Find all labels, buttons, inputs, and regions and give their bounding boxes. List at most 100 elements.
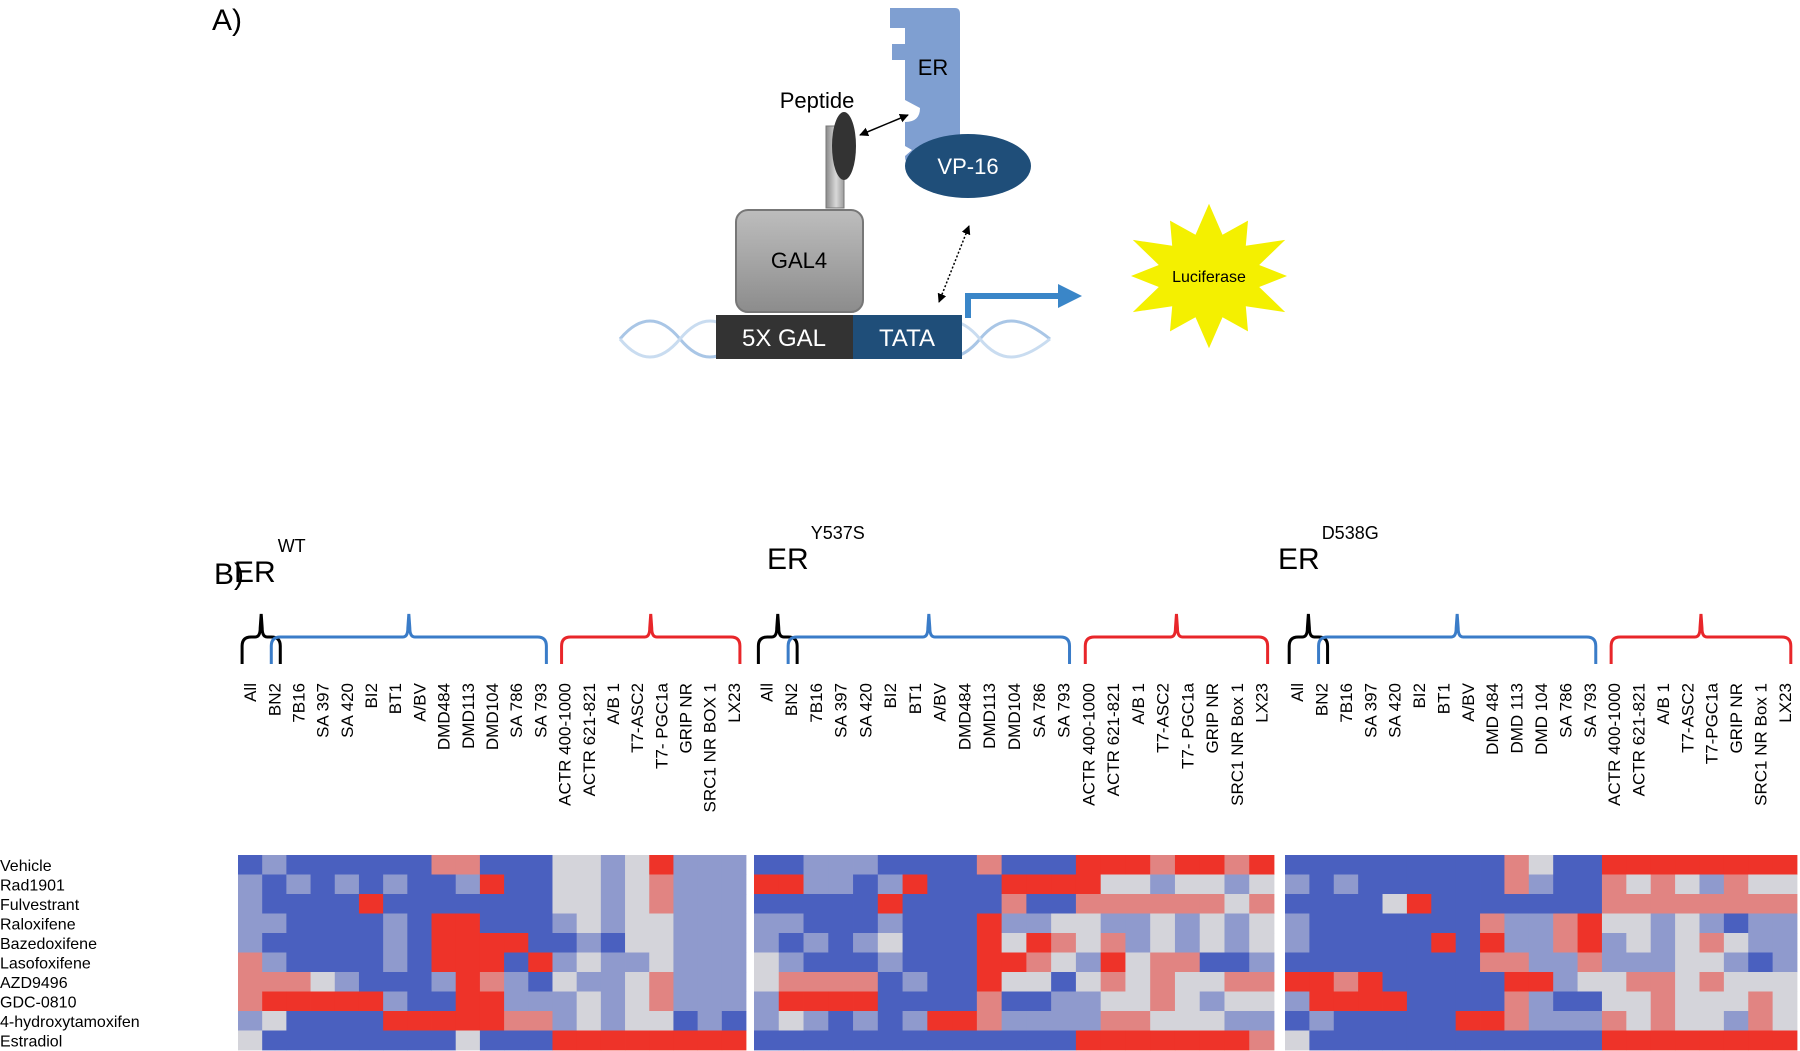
heatmap-cell (1333, 894, 1359, 914)
heatmap-cell (649, 1011, 674, 1031)
heatmap-cell (1125, 952, 1151, 973)
heatmap-cell (528, 913, 553, 934)
column-label: T7-ASC2 (1678, 683, 1697, 753)
heatmap-cell (754, 991, 780, 1012)
heatmap-cell (1504, 972, 1530, 992)
heatmap-cell (1001, 855, 1027, 875)
heatmap-cell (1480, 952, 1505, 973)
heatmap-cell (504, 933, 529, 953)
heatmap-cell (853, 952, 879, 973)
heatmap-cell (778, 933, 804, 953)
heatmap-cell (310, 1011, 336, 1031)
heatmap-cell (673, 1030, 699, 1051)
heatmap-cell (697, 874, 723, 895)
heatmap-cell (1125, 894, 1151, 914)
row-label: Fulvestrant (0, 897, 80, 914)
gal-box (716, 315, 853, 359)
heatmap-cell (1382, 1030, 1408, 1051)
heatmap-cell (286, 933, 311, 953)
heatmap-cell (1431, 991, 1457, 1012)
heatmap-cell (803, 913, 829, 934)
heatmap-cell (754, 1030, 780, 1051)
heatmap-cell (853, 1011, 879, 1031)
column-label: A/BV (410, 682, 429, 721)
heatmap-cell (1075, 991, 1102, 1012)
heatmap-cell (1455, 933, 1481, 953)
heatmap-cell (1051, 952, 1077, 973)
column-label: DMD 104 (1532, 683, 1551, 755)
heatmap-cell (528, 1011, 553, 1031)
column-label: SA 397 (1361, 683, 1380, 738)
heatmap-cell (1174, 894, 1201, 914)
heatmap-cell (1309, 874, 1335, 895)
heatmap-cell (902, 991, 928, 1012)
heatmap-cell (1026, 894, 1052, 914)
heatmap-cell (754, 952, 780, 973)
column-label: DMD484 (435, 683, 454, 750)
heatmap-cell (600, 952, 626, 973)
heatmap-cell (1125, 855, 1151, 875)
column-label: GRIP NR (1727, 683, 1746, 754)
column-label: All (1288, 683, 1307, 702)
heatmap-cell (238, 894, 263, 914)
heatmap-cell (828, 1011, 854, 1031)
heatmap-cell (334, 991, 360, 1012)
heatmap-cell (286, 991, 311, 1012)
heatmap-cell (1150, 933, 1176, 953)
heatmap-cell (1150, 1011, 1176, 1031)
panel-title: ER (234, 556, 276, 589)
heatmap-cell (1174, 952, 1201, 973)
heatmap-cell (1504, 855, 1530, 875)
heatmap-cell (1285, 1030, 1310, 1051)
row-label: 4-hydroxytamoxifen (0, 1014, 140, 1031)
heatmap-cell (1249, 991, 1275, 1012)
heatmap-cell (552, 972, 578, 992)
heatmap-cell (902, 855, 928, 875)
heatmap-cell (1748, 1011, 1774, 1031)
heatmap-cell (1577, 1011, 1603, 1031)
column-label: ACTR 621-821 (1104, 683, 1123, 796)
heatmap-cell (976, 855, 1003, 875)
group-bracket (1317, 613, 1598, 664)
heatmap-cell (1626, 991, 1652, 1012)
heatmap-cell (697, 855, 723, 875)
heatmap-cell (1075, 894, 1102, 914)
heatmap-cell (1650, 933, 1676, 953)
heatmap-cell (600, 933, 626, 953)
heatmap-cell (1150, 913, 1176, 934)
heatmap-cell (1406, 972, 1432, 992)
heatmap-cell (952, 1030, 978, 1051)
heatmap-cell (1075, 972, 1102, 992)
heatmap-cell (1333, 874, 1359, 895)
heatmap-cell (528, 952, 553, 973)
heatmap-cell (1431, 874, 1457, 895)
heatmap-cell (828, 874, 854, 895)
heatmap-cell (1772, 855, 1798, 875)
heatmap-cell (576, 894, 602, 914)
heatmap-cell (1748, 1030, 1774, 1051)
heatmap-cell (1723, 855, 1749, 875)
heatmap-cell (1174, 933, 1201, 953)
heatmap-cell (952, 1011, 978, 1031)
heatmap-cell (1100, 972, 1126, 992)
heatmap-cell (1174, 972, 1201, 992)
column-label: DMD113 (459, 683, 478, 749)
heatmap-cell (1455, 1011, 1481, 1031)
heatmap-cell (1075, 1011, 1102, 1031)
heatmap-cell (649, 855, 674, 875)
heatmap-cell (1455, 972, 1481, 992)
heatmap-cell (673, 894, 699, 914)
heatmap-cell (1249, 952, 1275, 973)
gal-box-label: 5X GAL (742, 325, 826, 352)
column-label: SA 786 (1556, 683, 1575, 738)
heatmap-cell (1174, 991, 1201, 1012)
heatmap-cell (902, 894, 928, 914)
heatmap-cell (1199, 894, 1225, 914)
heatmap-cell (1723, 952, 1749, 973)
heatmap-cell (1075, 952, 1102, 973)
heatmap-cell (778, 1030, 804, 1051)
heatmap-cell (1075, 1030, 1102, 1051)
column-label: SA 786 (507, 683, 526, 738)
heatmap-cell (803, 952, 829, 973)
heatmap-cell (853, 855, 879, 875)
